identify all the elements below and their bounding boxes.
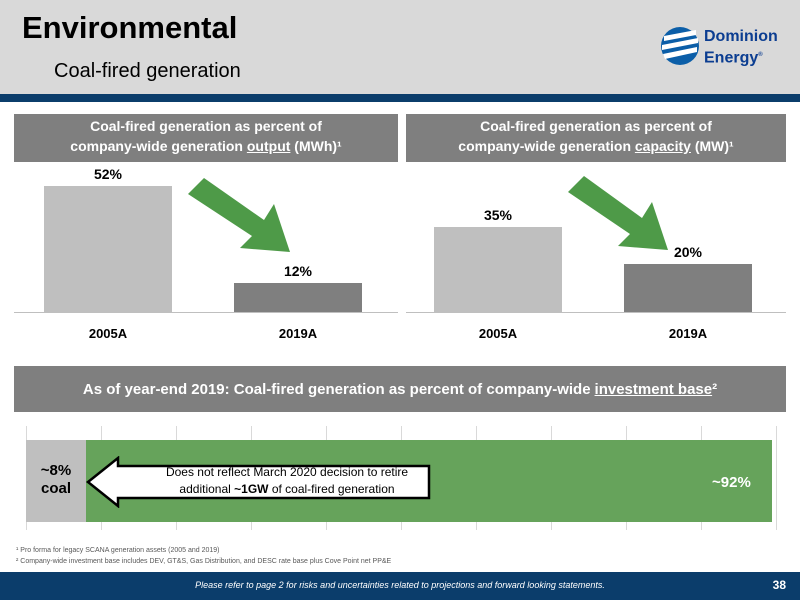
capacity-heading-suffix: (MW)¹ [690, 138, 734, 154]
bar-2019A [624, 263, 752, 312]
category-label: 2019A [668, 326, 708, 341]
bar-value-label: 20% [673, 243, 703, 260]
footnote-1: ¹ Pro forma for legacy SCANA generation … [16, 547, 220, 554]
page-number: 38 [772, 578, 786, 592]
capacity-panel-heading: Coal-fired generation as percent of comp… [406, 114, 786, 162]
logo-wordmark: Dominion Energy® [704, 28, 778, 67]
grid-line [776, 426, 777, 530]
investment-bar: ~8% coal ~92% Does not reflect March 202… [26, 426, 778, 530]
capacity-heading-emphasis: capacity [634, 138, 691, 154]
slide-header: Environmental Coal-fired generation Domi… [0, 0, 800, 94]
category-label: 2019A [278, 326, 318, 341]
dominion-logo-icon [661, 27, 699, 65]
capacity-heading-line1: Coal-fired generation as percent of [480, 118, 712, 134]
bar-value-label: 52% [93, 166, 123, 182]
footer-disclaimer: Please refer to page 2 for risks and unc… [195, 580, 605, 590]
capacity-chart-axis [406, 312, 786, 313]
footnotes: ¹ Pro forma for legacy SCANA generation … [16, 545, 391, 567]
logo-line2: Energy [704, 49, 759, 67]
investment-heading-emphasis: investment base [594, 380, 713, 398]
header-rule [0, 94, 800, 102]
decrease-arrow-icon [568, 176, 668, 250]
category-label: 2005A [478, 326, 518, 341]
investment-heading-text: As of year-end 2019: Coal-fired generati… [82, 380, 591, 398]
callout-text-end: of coal-fired generation [268, 482, 395, 496]
callout-text: Does not reflect March 2020 decision to … [148, 464, 426, 498]
output-chart-axis [14, 312, 398, 313]
slide-footer: Please refer to page 2 for risks and unc… [0, 572, 800, 600]
page-title: Environmental [22, 10, 238, 45]
other-segment-label: ~92% [712, 474, 751, 491]
page-subtitle: Coal-fired generation [54, 60, 241, 82]
output-chart: 52% 2005A 12% 2019A [14, 162, 398, 352]
investment-heading-suffix: ² [712, 380, 718, 398]
coal-word: coal [40, 480, 71, 497]
retirement-callout: Does not reflect March 2020 decision to … [86, 456, 431, 508]
output-heading-emphasis: output [246, 138, 291, 154]
left-arrow-callout-icon [86, 456, 431, 508]
bar-value-label: 12% [283, 262, 313, 279]
investment-heading: As of year-end 2019: Coal-fired generati… [14, 366, 786, 412]
callout-text-main: Does not reflect March 2020 decision to … [165, 465, 409, 496]
logo-line1: Dominion [704, 28, 778, 45]
bar-2019A [234, 282, 362, 312]
bar-2005A [434, 227, 562, 312]
bar-2005A [44, 186, 172, 312]
capacity-heading-line2: company-wide generation [458, 138, 635, 154]
output-heading-line2: company-wide generation [70, 138, 247, 154]
bar-value-label: 35% [483, 207, 513, 224]
coal-segment [26, 440, 86, 522]
coal-percent: ~8% [40, 462, 72, 479]
company-logo: Dominion Energy® [660, 22, 785, 72]
output-panel-heading: Coal-fired generation as percent of comp… [14, 114, 398, 162]
output-heading-suffix: (MWh)¹ [290, 138, 342, 154]
output-heading-line1: Coal-fired generation as percent of [90, 118, 322, 134]
category-label: 2005A [88, 326, 128, 341]
decrease-arrow-icon [188, 178, 290, 252]
coal-segment-label: ~8% coal [32, 462, 80, 498]
callout-text-emphasis: ~1GW [234, 482, 269, 496]
footnote-2: ² Company-wide investment base includes … [16, 558, 392, 565]
